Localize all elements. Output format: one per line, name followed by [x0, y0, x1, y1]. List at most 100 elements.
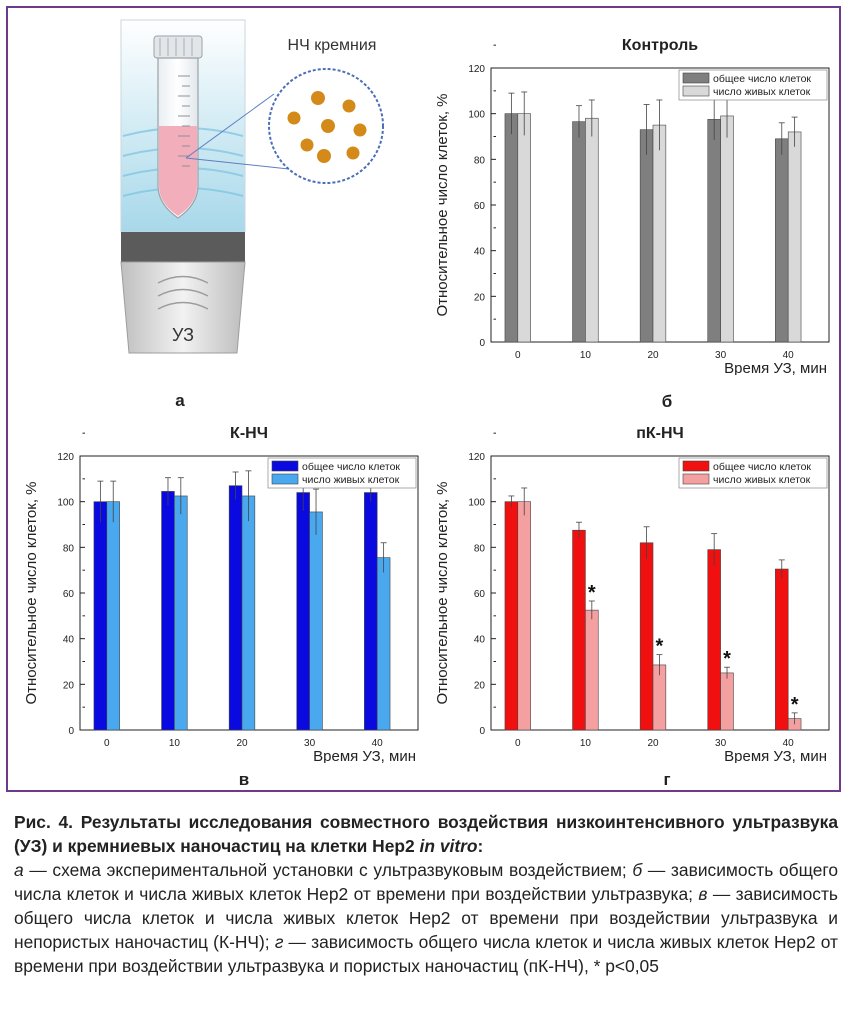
y-tick-label: 0 [479, 726, 485, 737]
y-tick-label: 20 [63, 680, 75, 691]
x-tick-label: 0 [515, 350, 521, 361]
significance-star: * [656, 636, 664, 658]
bar-live [376, 557, 391, 731]
panel-letter-g: г [663, 770, 671, 789]
panel-a: НЧ кремния УЗ а [8, 8, 418, 410]
bar-live [787, 131, 802, 343]
x-tick-label: 10 [580, 738, 592, 749]
bar-total [775, 568, 789, 731]
y-tick-label: 120 [57, 452, 74, 463]
bar-total [364, 492, 378, 731]
x-tick-label: 20 [236, 738, 248, 749]
chart-title: пК-НЧ [636, 425, 684, 442]
legend-swatch [682, 473, 710, 485]
bar-total [161, 491, 175, 731]
legend-swatch [682, 85, 710, 97]
legend-label: число живых клеток [713, 86, 811, 98]
chart-title: Контроль [622, 37, 698, 54]
figure-frame: НЧ кремния УЗ а Контроль 0 20 40 60 80 100 120 О… [6, 6, 841, 792]
bar-live [585, 609, 599, 731]
bar-live [241, 495, 256, 731]
panel-letter-b: б [661, 392, 673, 411]
y-tick-label: 20 [474, 292, 486, 303]
panel-v: К-НЧ 0 20 40 60 80 100 120 Относительное число к… [14, 418, 424, 798]
bar-total [504, 113, 519, 343]
x-tick-label: 30 [715, 350, 727, 361]
x-axis-label: Время УЗ, мин [313, 748, 416, 763]
bar-live [174, 495, 188, 731]
bar-total [639, 542, 654, 731]
tube-cap-icon [153, 35, 203, 59]
x-axis-label: Время УЗ, мин [724, 360, 827, 375]
x-tick-label: 0 [515, 738, 521, 749]
ultrasound-probe-icon [120, 261, 246, 354]
x-tick-label: 30 [304, 738, 316, 749]
caption-body: а — схема экспериментальной установки с … [14, 860, 839, 976]
x-axis-label: Время УЗ, мин [724, 748, 827, 763]
y-tick-label: 20 [474, 680, 486, 691]
bar-live [652, 124, 667, 343]
x-tick-label: 10 [169, 738, 181, 749]
bar-live [309, 511, 323, 731]
y-tick-label: 80 [63, 543, 75, 554]
bar-total [639, 129, 654, 343]
y-tick-label: 100 [57, 498, 74, 509]
x-tick-label: 10 [580, 350, 592, 361]
tube-liquid [159, 126, 197, 216]
y-tick-label: 40 [474, 247, 486, 258]
y-axis-label: Относительное число клеток, % [434, 481, 451, 704]
nanoparticles-zoom-icon [268, 68, 384, 184]
x-tick-label: 0 [104, 738, 110, 749]
legend-label: общее число клеток [302, 461, 400, 473]
y-tick-label: 40 [63, 635, 75, 646]
y-tick-label: 80 [474, 543, 486, 554]
panel-b: Контроль 0 20 40 60 80 100 120 Относительное чис… [425, 30, 835, 420]
chart-title: К-НЧ [230, 425, 268, 442]
y-tick-label: 60 [63, 589, 75, 600]
y-tick-label: 0 [68, 726, 74, 737]
x-tick-label: 20 [647, 350, 659, 361]
bar-live [585, 117, 599, 343]
legend-swatch [271, 473, 299, 485]
legend-swatch [271, 460, 299, 472]
y-tick-label: 40 [474, 635, 486, 646]
x-tick-label: 20 [647, 738, 659, 749]
y-axis-label: Относительное число клеток, % [23, 481, 40, 704]
bar-total [228, 485, 243, 731]
legend-label: число живых клеток [302, 474, 400, 486]
panel-g: пК-НЧ 0 20 40 60 80 100 120 Относительное число … [425, 418, 835, 798]
y-axis-label: Относительное число клеток, % [434, 93, 451, 316]
y-tick-label: 60 [474, 201, 486, 212]
caption-title: Рис. 4. Результаты исследования совместн… [14, 812, 838, 856]
probe-head [121, 232, 245, 262]
legend-label: число живых клеток [713, 474, 811, 486]
y-tick-label: 100 [468, 110, 485, 121]
legend-swatch [682, 72, 710, 84]
bar-total [572, 529, 586, 731]
x-tick-label: 30 [715, 738, 727, 749]
bar-live [517, 113, 531, 343]
bar-live [106, 501, 120, 731]
y-tick-label: 100 [468, 498, 485, 509]
bar-live [720, 115, 734, 343]
y-tick-label: 0 [479, 338, 485, 349]
y-tick-label: 120 [468, 64, 485, 75]
bar-total [707, 549, 721, 731]
y-tick-label: 80 [474, 155, 486, 166]
bar-total [504, 501, 519, 731]
legend-swatch [682, 460, 710, 472]
bar-total [775, 138, 789, 343]
legend-label: общее число клеток [713, 73, 811, 85]
significance-star: * [723, 648, 731, 670]
bar-total [296, 492, 310, 731]
y-tick-label: 120 [468, 452, 485, 463]
significance-star: * [791, 694, 799, 716]
legend-label: общее число клеток [713, 461, 811, 473]
bar-total [572, 121, 586, 343]
significance-star: * [588, 582, 596, 604]
bar-total [707, 119, 721, 343]
panel-letter-v: в [238, 770, 250, 789]
